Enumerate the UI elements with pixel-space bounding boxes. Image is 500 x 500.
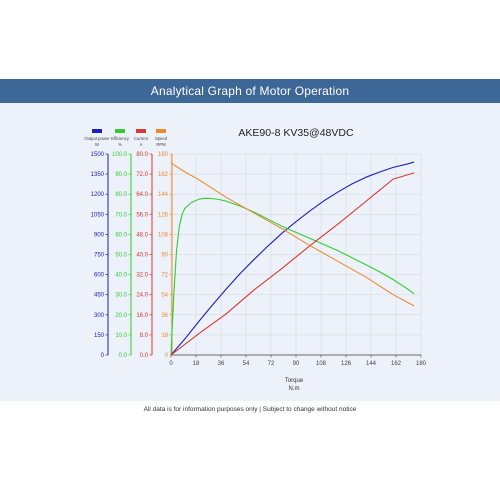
speed-tick-label: 72 — [161, 273, 168, 279]
current-tick-label: 40.0 — [136, 253, 148, 259]
speed-tick-label: 162 — [158, 172, 169, 178]
x-tick-label: 72 — [268, 361, 275, 367]
x-tick-label: 180 — [416, 361, 427, 367]
current-tick-label: 16.0 — [136, 313, 148, 319]
power-legend-label: Output power — [84, 136, 110, 141]
speed-tick-label: 18 — [161, 333, 168, 339]
current-series-line — [170, 172, 415, 356]
grid-lines — [170, 153, 422, 356]
current-legend-unit: A — [140, 142, 143, 147]
x-axis-label: Torque — [285, 378, 304, 384]
power-tick-label: 750 — [94, 253, 105, 259]
current-tick-label: 8.0 — [140, 333, 149, 339]
power-tick-label: 900 — [94, 232, 105, 238]
efficiency-tick-label: 80.0 — [115, 192, 127, 198]
speed-tick-label: 0 — [165, 353, 169, 359]
speed-tick-label: 54 — [161, 293, 168, 299]
current-tick-label: 72.0 — [136, 172, 148, 178]
x-axis-unit: N.m — [289, 386, 300, 392]
speed-tick-label: 180 — [158, 152, 169, 158]
power-series-line — [170, 161, 415, 356]
speed-legend-unit: RPM — [156, 142, 166, 147]
x-tick-label: 0 — [169, 361, 173, 367]
axes: 0 18 36 54 72 90 108 126 144 162 18001503004506007… — [91, 152, 427, 367]
speed-tick-label: 126 — [158, 212, 169, 218]
speed-tick-label: 144 — [158, 192, 169, 198]
chart-title: AKE90-8 KV35@48VDC — [238, 127, 354, 139]
speed-tick-label: 90 — [161, 253, 168, 259]
power-legend-unit: W — [95, 142, 99, 147]
efficiency-tick-label: 90.0 — [115, 172, 127, 178]
x-tick-label: 18 — [193, 361, 200, 367]
power-tick-label: 450 — [94, 293, 105, 299]
current-tick-label: 24.0 — [136, 293, 148, 299]
current-tick-label: 80.0 — [136, 152, 148, 158]
x-tick-label: 126 — [341, 361, 352, 367]
current-tick-label: 48.0 — [136, 232, 148, 238]
disclaimer-note: All data is for information purposes onl… — [0, 401, 500, 418]
x-tick-label: 90 — [293, 361, 300, 367]
current-legend-swatch — [136, 129, 146, 133]
power-tick-label: 1500 — [91, 152, 105, 158]
x-tick-label: 162 — [391, 361, 402, 367]
efficiency-legend-label: Efficiency — [111, 136, 130, 141]
efficiency-tick-label: 20.0 — [115, 313, 127, 319]
efficiency-tick-label: 40.0 — [115, 273, 127, 279]
power-tick-label: 300 — [94, 313, 105, 319]
efficiency-tick-label: 30.0 — [115, 293, 127, 299]
current-legend-label: Current — [134, 136, 149, 141]
x-tick-label: 54 — [243, 361, 250, 367]
power-tick-label: 1350 — [91, 172, 105, 178]
power-tick-label: 1050 — [91, 212, 105, 218]
efficiency-tick-label: 10.0 — [115, 333, 127, 339]
power-legend-swatch — [92, 129, 102, 133]
speed-legend-label: Speed — [155, 136, 168, 141]
speed-tick-label: 108 — [158, 232, 169, 238]
chart-panel — [0, 103, 500, 401]
page-title: Analytical Graph of Motor Operation — [0, 79, 500, 103]
speed-tick-label: 36 — [161, 313, 168, 319]
power-tick-label: 0 — [101, 353, 105, 359]
x-tick-label: 108 — [316, 361, 327, 367]
series-lines — [170, 161, 415, 356]
efficiency-legend-unit: % — [118, 142, 122, 147]
efficiency-series-line — [170, 197, 415, 356]
speed-legend-swatch — [156, 129, 166, 133]
current-tick-label: 32.0 — [136, 273, 148, 279]
power-tick-label: 150 — [94, 333, 105, 339]
x-tick-label: 36 — [218, 361, 225, 367]
efficiency-tick-label: 60.0 — [115, 232, 127, 238]
efficiency-tick-label: 0.0 — [119, 353, 128, 359]
power-tick-label: 1200 — [91, 192, 105, 198]
x-tick-label: 144 — [366, 361, 377, 367]
current-tick-label: 64.0 — [136, 192, 148, 198]
efficiency-tick-label: 50.0 — [115, 253, 127, 259]
efficiency-legend-swatch — [115, 129, 125, 133]
efficiency-tick-label: 70.0 — [115, 212, 127, 218]
power-tick-label: 600 — [94, 273, 105, 279]
current-tick-label: 0.0 — [140, 353, 149, 359]
speed-series-line — [170, 162, 415, 307]
current-tick-label: 56.0 — [136, 212, 148, 218]
efficiency-tick-label: 100.0 — [112, 152, 128, 158]
